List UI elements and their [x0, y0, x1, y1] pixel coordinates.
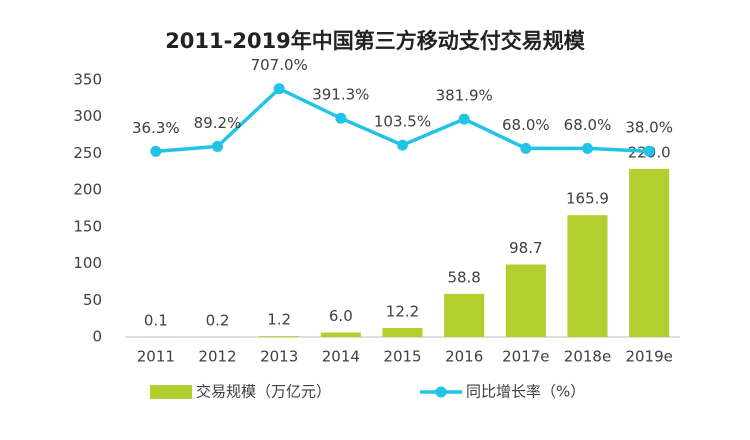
bar: [320, 332, 361, 337]
x-tick-label: 2015: [383, 348, 421, 366]
line-value-label: 707.0%: [251, 56, 308, 74]
y-tick-label: 300: [73, 107, 102, 125]
line-value-label: 68.0%: [502, 116, 550, 134]
line-point: [212, 140, 223, 152]
legend-label: 同比增长率（%）: [466, 383, 585, 401]
y-tick-label: 350: [73, 71, 102, 89]
line-point: [397, 139, 408, 151]
line-point: [335, 112, 347, 124]
line-value-label: 36.3%: [132, 119, 180, 137]
line-value-label: 68.0%: [564, 116, 612, 134]
bar-value-label: 12.2: [386, 303, 419, 321]
legend-swatch: [150, 385, 192, 399]
line-point: [458, 113, 470, 125]
y-tick-label: 250: [73, 144, 102, 162]
line-point: [150, 145, 162, 157]
x-tick-label: 2017e: [502, 348, 549, 366]
bar-value-label: 1.2: [267, 311, 291, 329]
x-tick-label: 2016: [445, 348, 483, 366]
line-value-label: 38.0%: [625, 119, 673, 137]
bar-value-label: 98.7: [509, 239, 542, 257]
bar: [629, 168, 670, 337]
line-value-label: 103.5%: [374, 113, 431, 131]
bar: [505, 264, 546, 337]
bar: [382, 328, 423, 337]
legend-swatch: [435, 386, 447, 398]
legend-label: 交易规模（万亿元）: [196, 383, 331, 401]
bar: [567, 215, 608, 337]
x-tick-label: 2011: [137, 348, 175, 366]
x-tick-label: 2012: [198, 348, 236, 366]
y-tick-label: 150: [73, 217, 102, 235]
line-value-label: 391.3%: [312, 86, 369, 104]
bar: [444, 293, 485, 337]
bar-value-label: 165.9: [566, 190, 609, 208]
line-point: [643, 145, 655, 157]
bar-value-label: 58.8: [447, 268, 480, 286]
x-tick-label: 2014: [322, 348, 360, 366]
x-tick-label: 2019e: [625, 348, 672, 366]
line-point: [582, 142, 593, 154]
line-value-label: 381.9%: [436, 87, 493, 105]
line-point: [520, 142, 532, 154]
line-point: [273, 83, 285, 95]
y-tick-label: 0: [92, 328, 102, 346]
line-value-label: 89.2%: [194, 114, 242, 132]
y-tick-label: 200: [73, 181, 102, 199]
bar: [259, 336, 300, 337]
x-tick-label: 2013: [260, 348, 298, 366]
x-tick-label: 2018e: [564, 348, 611, 366]
bar-value-label: 0.2: [206, 311, 230, 329]
chart-title: 2011-2019年中国第三方移动支付交易规模: [165, 29, 586, 53]
bar-value-label: 0.1: [144, 311, 168, 329]
bar-value-label: 6.0: [329, 307, 353, 325]
y-tick-label: 100: [73, 254, 102, 272]
y-tick-label: 50: [83, 291, 102, 309]
